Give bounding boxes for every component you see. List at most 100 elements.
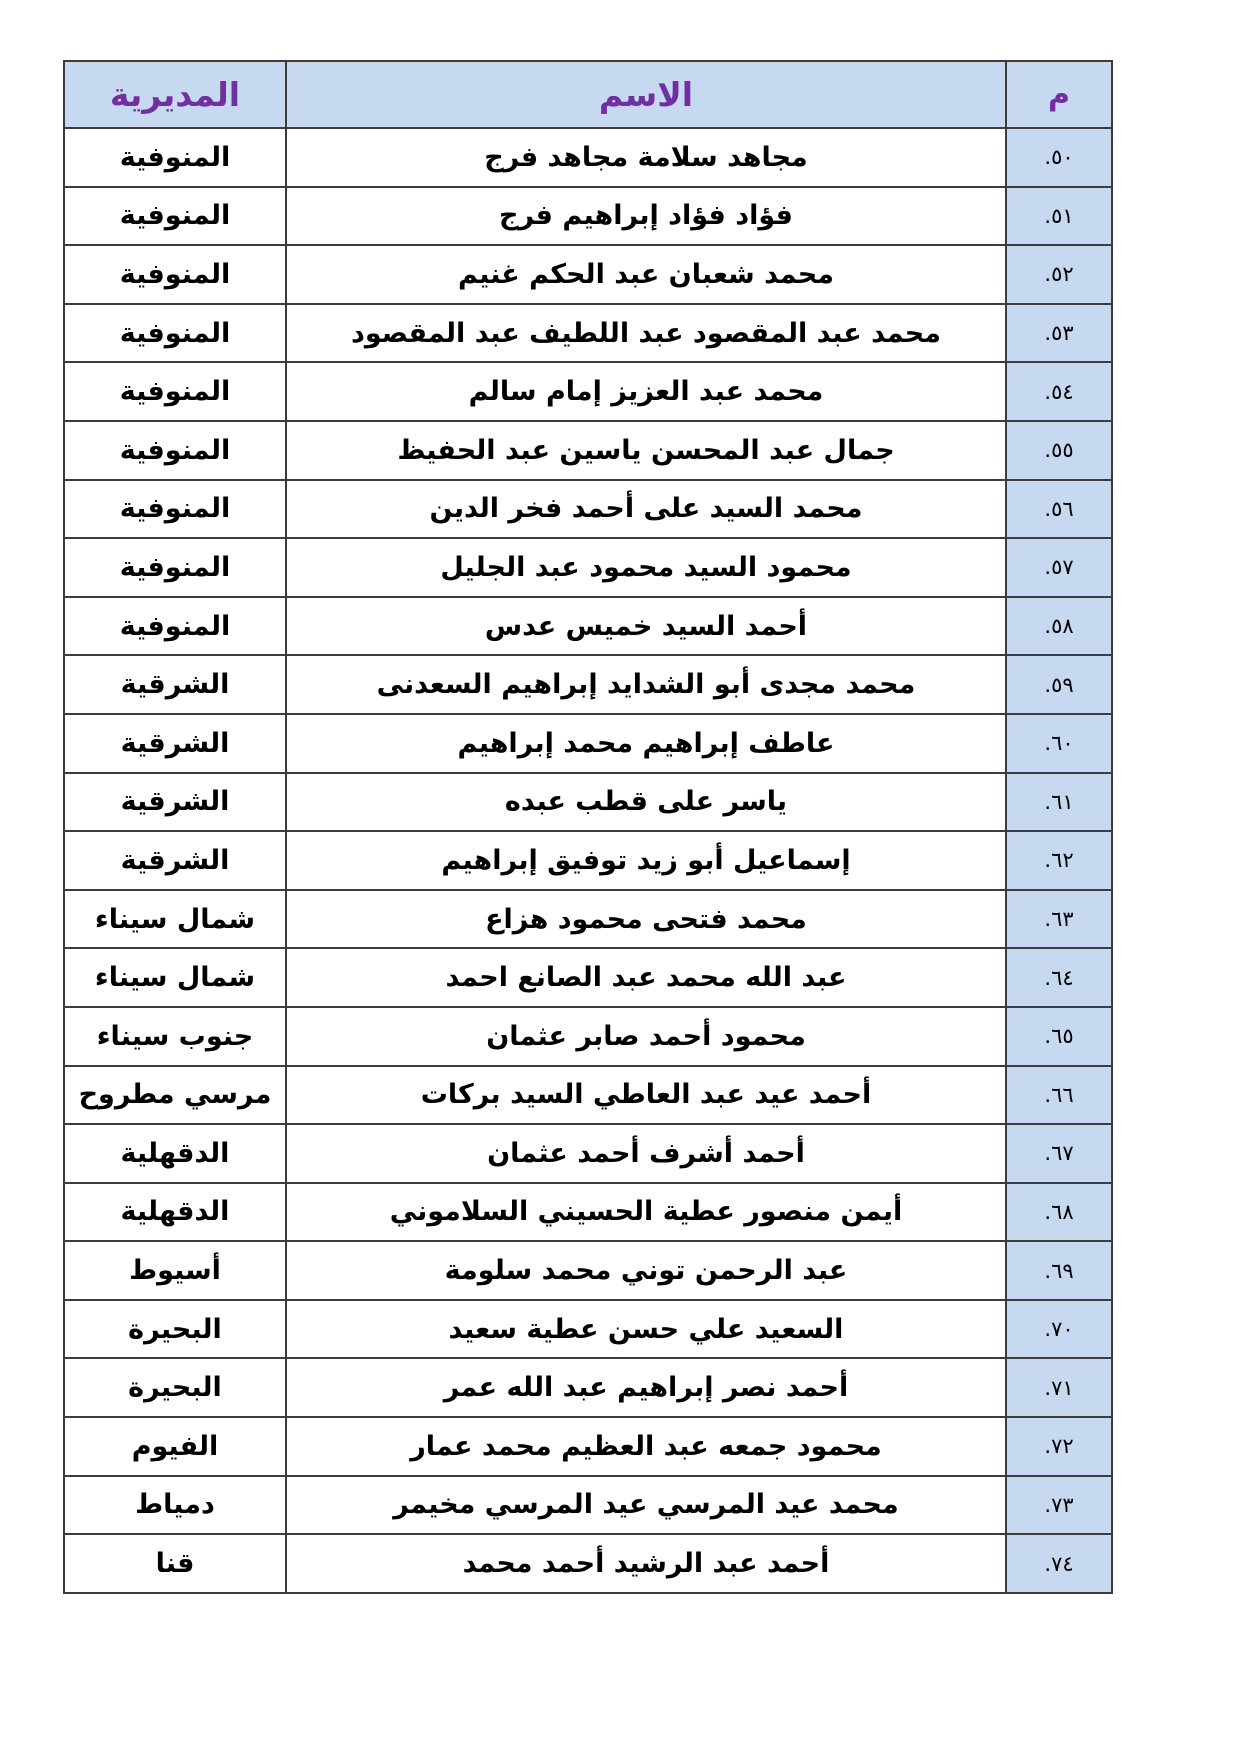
cell-number: ٦٩. (1005, 1240, 1113, 1301)
cell-directorate: مرسي مطروح (63, 1064, 287, 1126)
header-row: م الاسم المديرية (63, 60, 1113, 129)
table-row: ٥٧. محمود السيد محمود عبد الجليل المنوفي… (63, 537, 1113, 598)
table-row: ٦٦. أحمد عيد عبد العاطي السيد بركات مرسي… (63, 1064, 1113, 1126)
cell-number: ٦٤. (1005, 947, 1113, 1008)
header-number: م (1005, 60, 1113, 129)
table-row: ٥٦. محمد السيد على أحمد فخر الدين المنوف… (63, 478, 1113, 540)
cell-number: ٦٣. (1005, 888, 1113, 950)
cell-name: مجاهد سلامة مجاهد فرج (285, 127, 1007, 188)
cell-name: أحمد نصر إبراهيم عبد الله عمر (285, 1357, 1007, 1419)
cell-directorate: المنوفية (63, 185, 287, 247)
table-row: ٦٢. إسماعيل أبو زيد توفيق إبراهيم الشرقي… (63, 830, 1113, 891)
cell-name: إسماعيل أبو زيد توفيق إبراهيم (285, 830, 1007, 891)
table-row: ٧٢. محمود جمعه عبد العظيم محمد عمار الفي… (63, 1416, 1113, 1477)
cell-directorate: البحيرة (63, 1357, 287, 1419)
table-row: ٦٠. عاطف إبراهيم محمد إبراهيم الشرقية (63, 712, 1113, 774)
cell-name: محمد فتحى محمود هزاع (285, 888, 1007, 950)
cell-directorate: الشرقية (63, 712, 287, 774)
cell-directorate: المنوفية (63, 302, 287, 364)
cell-number: ٥٢. (1005, 244, 1113, 305)
table-row: ٥٥. جمال عبد المحسن ياسين عبد الحفيظ الم… (63, 419, 1113, 481)
cell-name: محمد السيد على أحمد فخر الدين (285, 478, 1007, 540)
cell-directorate: البحيرة (63, 1298, 287, 1360)
cell-number: ٦٢. (1005, 830, 1113, 891)
table-row: ٦٩. عبد الرحمن توني محمد سلومة أسيوط (63, 1240, 1113, 1301)
cell-name: عبد الرحمن توني محمد سلومة (285, 1240, 1007, 1301)
cell-directorate: جنوب سيناء (63, 1005, 287, 1067)
header-name: الاسم (285, 60, 1007, 129)
table-row: ٥١. فؤاد فؤاد إبراهيم فرج المنوفية (63, 185, 1113, 247)
table-row: ٦٤. عبد الله محمد عبد الصانع احمد شمال س… (63, 947, 1113, 1008)
cell-directorate: شمال سيناء (63, 888, 287, 950)
cell-directorate: الدقهلية (63, 1123, 287, 1184)
table-row: ٧٣. محمد عيد المرسي عيد المرسي مخيمر دمي… (63, 1474, 1113, 1536)
cell-name: محمد مجدى أبو الشدايد إبراهيم السعدنى (285, 654, 1007, 715)
table-row: ٦١. ياسر على قطب عبده الشرقية (63, 771, 1113, 833)
cell-directorate: أسيوط (63, 1240, 287, 1301)
cell-directorate: الدقهلية (63, 1181, 287, 1243)
cell-directorate: المنوفية (63, 478, 287, 540)
cell-name: محمود السيد محمود عبد الجليل (285, 537, 1007, 598)
table-row: ٥٠. مجاهد سلامة مجاهد فرج المنوفية (63, 127, 1113, 188)
cell-name: محمد عيد المرسي عيد المرسي مخيمر (285, 1474, 1007, 1536)
cell-directorate: الفيوم (63, 1416, 287, 1477)
table-row: ٥٤. محمد عبد العزيز إمام سالم المنوفية (63, 361, 1113, 422)
cell-name: أحمد السيد خميس عدس (285, 595, 1007, 657)
cell-number: ٦١. (1005, 771, 1113, 833)
cell-directorate: المنوفية (63, 127, 287, 188)
roster-table: م الاسم المديرية ٥٠. مجاهد سلامة مجاهد ف… (63, 60, 1113, 1594)
table-header: م الاسم المديرية (63, 60, 1113, 129)
header-directorate: المديرية (63, 60, 287, 129)
cell-name: محمد عبد المقصود عبد اللطيف عبد المقصود (285, 302, 1007, 364)
cell-directorate: دمياط (63, 1474, 287, 1536)
table-row: ٧٤. أحمد عبد الرشيد أحمد محمد قنا (63, 1533, 1113, 1594)
cell-name: أحمد أشرف أحمد عثمان (285, 1123, 1007, 1184)
cell-name: محمود أحمد صابر عثمان (285, 1005, 1007, 1067)
cell-number: ٦٨. (1005, 1181, 1113, 1243)
cell-number: ٦٠. (1005, 712, 1113, 774)
cell-name: عاطف إبراهيم محمد إبراهيم (285, 712, 1007, 774)
cell-name: السعيد علي حسن عطية سعيد (285, 1298, 1007, 1360)
cell-number: ٥٠. (1005, 127, 1113, 188)
cell-number: ٧٢. (1005, 1416, 1113, 1477)
cell-number: ٥٤. (1005, 361, 1113, 422)
cell-name: محمود جمعه عبد العظيم محمد عمار (285, 1416, 1007, 1477)
cell-number: ٦٦. (1005, 1064, 1113, 1126)
table-row: ٥٣. محمد عبد المقصود عبد اللطيف عبد المق… (63, 302, 1113, 364)
cell-directorate: المنوفية (63, 419, 287, 481)
cell-directorate: المنوفية (63, 595, 287, 657)
cell-number: ٥٧. (1005, 537, 1113, 598)
table-row: ٧١. أحمد نصر إبراهيم عبد الله عمر البحير… (63, 1357, 1113, 1419)
table-row: ٦٨. أيمن منصور عطية الحسيني السلاموني ال… (63, 1181, 1113, 1243)
cell-directorate: الشرقية (63, 830, 287, 891)
cell-directorate: قنا (63, 1533, 287, 1594)
table-row: ٦٧. أحمد أشرف أحمد عثمان الدقهلية (63, 1123, 1113, 1184)
cell-name: فؤاد فؤاد إبراهيم فرج (285, 185, 1007, 247)
cell-name: عبد الله محمد عبد الصانع احمد (285, 947, 1007, 1008)
cell-number: ٥٩. (1005, 654, 1113, 715)
cell-directorate: شمال سيناء (63, 947, 287, 1008)
table-row: ٥٩. محمد مجدى أبو الشدايد إبراهيم السعدن… (63, 654, 1113, 715)
cell-number: ٧٠. (1005, 1298, 1113, 1360)
cell-number: ٥٦. (1005, 478, 1113, 540)
table-row: ٦٣. محمد فتحى محمود هزاع شمال سيناء (63, 888, 1113, 950)
cell-directorate: المنوفية (63, 537, 287, 598)
cell-number: ٥٣. (1005, 302, 1113, 364)
cell-name: جمال عبد المحسن ياسين عبد الحفيظ (285, 419, 1007, 481)
cell-name: أيمن منصور عطية الحسيني السلاموني (285, 1181, 1007, 1243)
cell-number: ٥٨. (1005, 595, 1113, 657)
cell-number: ٦٧. (1005, 1123, 1113, 1184)
cell-directorate: الشرقية (63, 771, 287, 833)
cell-name: محمد شعبان عبد الحكم غنيم (285, 244, 1007, 305)
cell-name: محمد عبد العزيز إمام سالم (285, 361, 1007, 422)
cell-directorate: المنوفية (63, 244, 287, 305)
cell-name: أحمد عبد الرشيد أحمد محمد (285, 1533, 1007, 1594)
table-body: ٥٠. مجاهد سلامة مجاهد فرج المنوفية ٥١. ف… (63, 127, 1113, 1594)
cell-number: ٥٥. (1005, 419, 1113, 481)
cell-name: أحمد عيد عبد العاطي السيد بركات (285, 1064, 1007, 1126)
cell-name: ياسر على قطب عبده (285, 771, 1007, 833)
table-row: ٥٨. أحمد السيد خميس عدس المنوفية (63, 595, 1113, 657)
cell-directorate: المنوفية (63, 361, 287, 422)
table-row: ٦٥. محمود أحمد صابر عثمان جنوب سيناء (63, 1005, 1113, 1067)
